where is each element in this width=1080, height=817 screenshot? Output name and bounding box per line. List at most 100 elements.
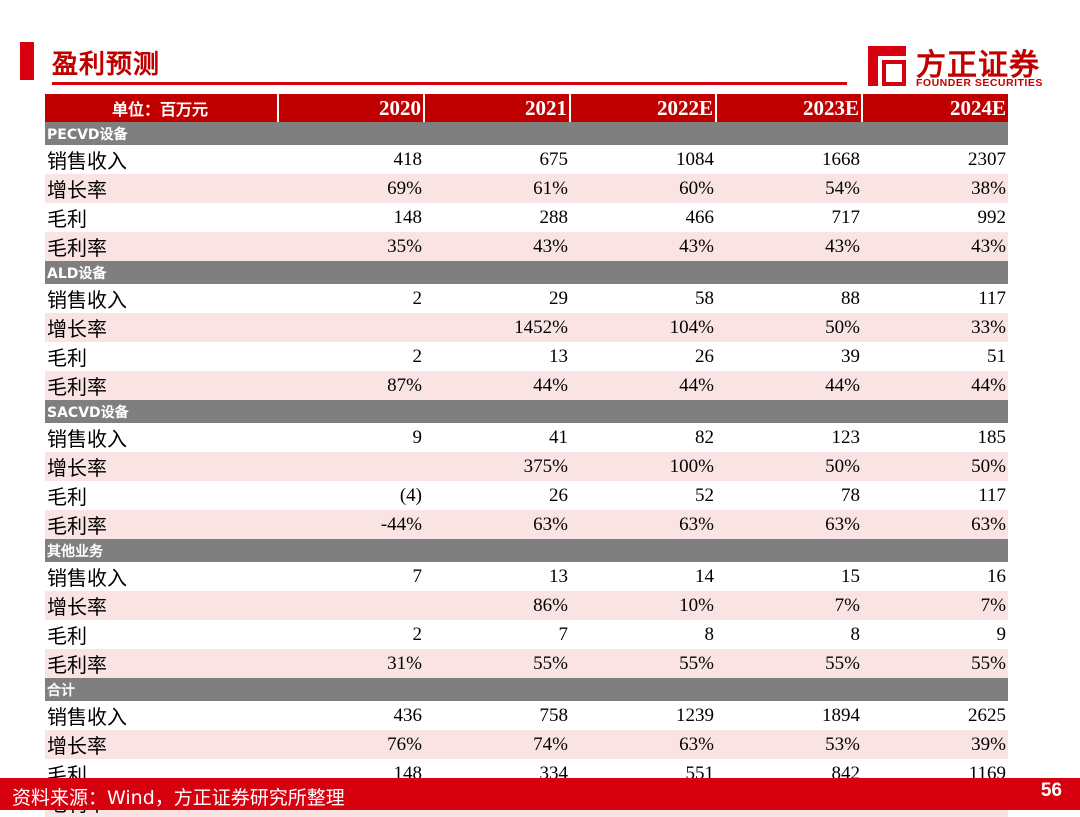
value-cell: 7 (412, 565, 423, 587)
value-cell (278, 452, 424, 481)
section-header-row: 合计 (45, 678, 1008, 701)
value-cell: 9 (412, 426, 423, 448)
value-cell: 1452% (424, 313, 570, 342)
value-cell: 26 (549, 484, 568, 506)
value-cell: 63% (424, 510, 570, 539)
year-header: 2020 (278, 94, 425, 122)
value-cell: 88 (841, 287, 860, 309)
value-cell: 2 (412, 287, 423, 309)
table-header-row: 单位：百万元 2020 2021 2022E 2023E 2024E (45, 94, 1008, 122)
row-label: 销售收入 (47, 427, 127, 451)
section-title: ALD设备 (45, 261, 1008, 284)
page-title: 盈利预测 (52, 50, 161, 80)
table-row: 销售收入 7 13 14 15 16 (45, 562, 1008, 591)
value-cell: 63% (862, 510, 1008, 539)
value-cell: 675 (539, 148, 569, 170)
value-cell: 58 (695, 287, 714, 309)
row-label: 毛利 (47, 485, 87, 509)
value-cell: 418 (393, 148, 423, 170)
value-cell: 54% (716, 174, 862, 203)
table-row: 销售收入 418 675 1084 1668 2307 (45, 145, 1008, 174)
value-cell: 44% (570, 371, 716, 400)
value-cell: 9 (996, 623, 1007, 645)
value-cell: 1894 (822, 704, 860, 726)
table-row: 毛利 148 288 466 717 992 (45, 203, 1008, 232)
value-cell: 288 (539, 206, 569, 228)
table-row: 增长率 86% 10% 7% 7% (45, 591, 1008, 620)
table-row: 增长率 1452% 104% 50% 33% (45, 313, 1008, 342)
row-label: 销售收入 (47, 288, 127, 312)
value-cell: 1084 (676, 148, 714, 170)
section-title: 其他业务 (45, 539, 1008, 562)
value-cell: 50% (716, 313, 862, 342)
value-cell: 43% (570, 232, 716, 261)
page-number: 56 (1040, 780, 1062, 801)
row-label: 毛利 (47, 207, 87, 231)
value-cell: (4) (399, 484, 422, 506)
table-row: 毛利率 -44% 63% 63% 63% 63% (45, 510, 1008, 539)
year-header: 2022E (570, 94, 717, 122)
value-cell: 1239 (676, 704, 714, 726)
section-title: SACVD设备 (45, 400, 1008, 423)
value-cell: 63% (570, 730, 716, 759)
value-cell: 41 (549, 426, 568, 448)
value-cell: 44% (862, 371, 1008, 400)
value-cell: 717 (831, 206, 861, 228)
value-cell: 436 (393, 704, 423, 726)
value-cell: 76% (278, 730, 424, 759)
value-cell: 39% (862, 730, 1008, 759)
section-title: PECVD设备 (45, 122, 1008, 145)
table-row: 毛利率 35% 43% 43% 43% 43% (45, 232, 1008, 261)
value-cell: 8 (850, 623, 861, 645)
value-cell: 29 (549, 287, 568, 309)
value-cell: 43% (862, 232, 1008, 261)
value-cell: 758 (539, 704, 569, 726)
row-label: 增长率 (45, 730, 278, 759)
value-cell: 50% (716, 452, 862, 481)
value-cell: 14 (695, 565, 714, 587)
title-accent-bar (20, 42, 34, 80)
row-label: 增长率 (45, 591, 278, 620)
value-cell: 31% (278, 649, 424, 678)
row-label: 销售收入 (47, 705, 127, 729)
value-cell (278, 591, 424, 620)
value-cell: 39 (841, 345, 860, 367)
value-cell: 992 (977, 206, 1007, 228)
table-body: PECVD设备 销售收入 418 675 1084 1668 2307 增长率 69% 61% 60… (45, 122, 1008, 817)
row-label: 毛利 (47, 624, 87, 648)
value-cell: 117 (978, 287, 1006, 309)
table-row: 增长率 69% 61% 60% 54% 38% (45, 174, 1008, 203)
value-cell: 55% (862, 649, 1008, 678)
value-cell: 8 (704, 623, 715, 645)
year-header: 2021 (424, 94, 571, 122)
table-row: 毛利 (4) 26 52 78 117 (45, 481, 1008, 510)
row-label: 毛利率 (45, 510, 278, 539)
value-cell: 2625 (968, 704, 1006, 726)
value-cell: 15 (841, 565, 860, 587)
value-cell: 60% (570, 174, 716, 203)
value-cell: 123 (831, 426, 861, 448)
value-cell: 86% (424, 591, 570, 620)
table-row: 增长率 375% 100% 50% 50% (45, 452, 1008, 481)
value-cell: 55% (716, 649, 862, 678)
value-cell: 69% (278, 174, 424, 203)
value-cell: 1668 (822, 148, 860, 170)
value-cell (278, 313, 424, 342)
value-cell: 2 (412, 623, 423, 645)
row-label: 销售收入 (47, 566, 127, 590)
value-cell: 61% (424, 174, 570, 203)
value-cell: 7% (862, 591, 1008, 620)
unit-label: 单位：百万元 (45, 94, 279, 122)
table-row: 销售收入 9 41 82 123 185 (45, 423, 1008, 452)
value-cell: 74% (424, 730, 570, 759)
company-logo: 方正证券 FOUNDER SECURITIES (862, 40, 1052, 92)
value-cell: 100% (570, 452, 716, 481)
value-cell: 44% (424, 371, 570, 400)
table-row: 增长率 76% 74% 63% 53% 39% (45, 730, 1008, 759)
value-cell: 63% (570, 510, 716, 539)
forecast-table: 单位：百万元 2020 2021 2022E 2023E 2024E PECVD… (45, 94, 1008, 817)
table-row: 毛利 2 7 8 8 9 (45, 620, 1008, 649)
value-cell: 117 (978, 484, 1006, 506)
table-row: 销售收入 2 29 58 88 117 (45, 284, 1008, 313)
footer-bar: 资料来源：Wind，方正证券研究所整理 56 (0, 778, 1080, 810)
